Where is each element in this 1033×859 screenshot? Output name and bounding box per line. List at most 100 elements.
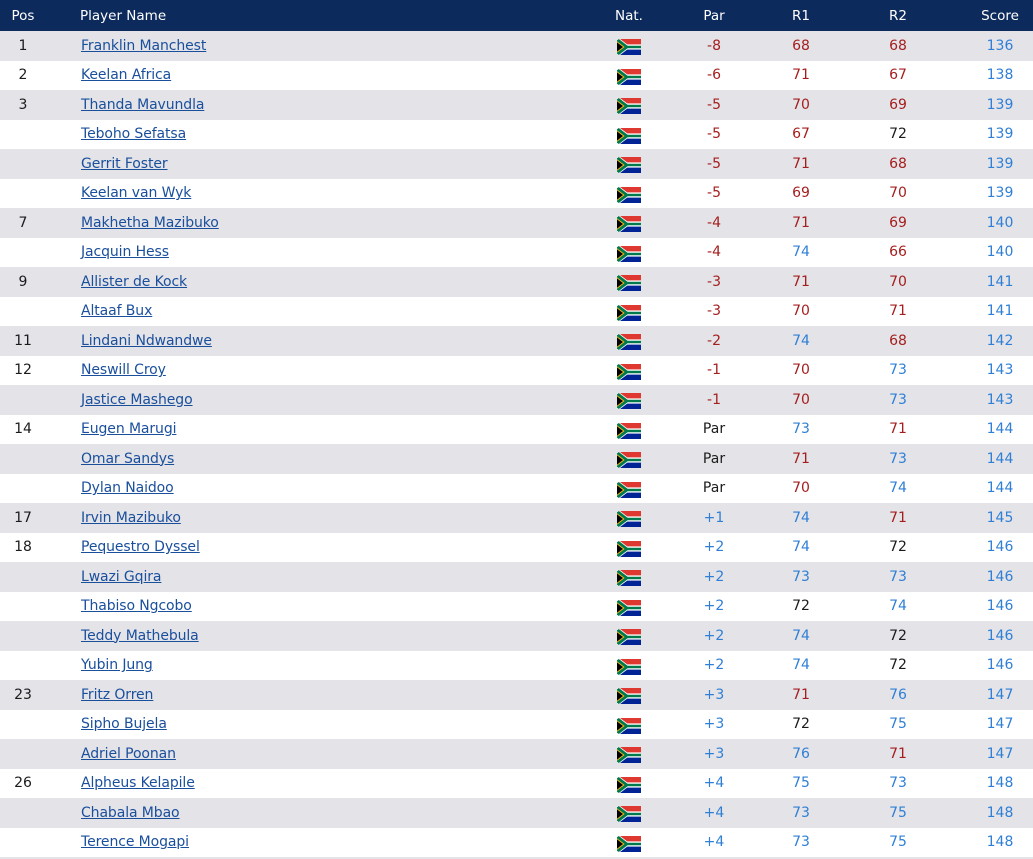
player-name-link[interactable]: Allister de Kock (81, 273, 188, 290)
round-1-cell: 71 (792, 273, 810, 290)
player-name-link[interactable]: Lwazi Gqira (81, 568, 162, 585)
position-cell: 11 (14, 332, 32, 349)
to-par-cell: -2 (707, 332, 721, 349)
player-name-link[interactable]: Thabiso Ngcobo (81, 598, 192, 615)
table-row: 26 Alpheus Kelapile +4 75 73 148 (0, 769, 1033, 799)
player-name-link[interactable]: Sipho Bujela (81, 716, 167, 733)
round-1-cell: 74 (792, 627, 810, 644)
nationality-cell (612, 503, 646, 533)
player-name-cell: Alpheus Kelapile (81, 769, 581, 799)
player-name-link[interactable]: Fritz Orren (81, 686, 154, 703)
player-name-link[interactable]: Neswill Croy (81, 362, 166, 379)
nationality-cell (612, 739, 646, 769)
round-2-cell: 71 (889, 303, 907, 320)
player-name-link[interactable]: Pequestro Dyssel (81, 539, 200, 556)
position-cell (0, 297, 46, 327)
to-par-cell: -8 (707, 37, 721, 54)
south-africa-flag-icon (617, 570, 641, 587)
position-cell (0, 621, 46, 651)
total-score-cell: 136 (986, 37, 1014, 54)
round-1-cell: 73 (792, 568, 810, 585)
player-name-link[interactable]: Alpheus Kelapile (81, 775, 195, 792)
round-1-cell: 76 (792, 745, 810, 762)
player-name-link[interactable]: Adriel Poonan (81, 745, 176, 762)
to-par-cell: +2 (703, 657, 725, 674)
to-par-cell: Par (702, 480, 726, 497)
player-name-link[interactable]: Lindani Ndwandwe (81, 332, 212, 349)
player-name-cell: Eugen Marugi (81, 415, 581, 445)
player-name-link[interactable]: Keelan Africa (81, 67, 172, 84)
south-africa-flag-icon (617, 717, 641, 734)
round-2-cell: 72 (889, 126, 907, 143)
position-cell (0, 179, 46, 209)
total-score-cell: 146 (986, 539, 1014, 556)
nationality-cell (612, 562, 646, 592)
nationality-cell (612, 297, 646, 327)
position-cell: 7 (18, 214, 28, 231)
total-score-cell: 141 (986, 303, 1014, 320)
nationality-cell (612, 710, 646, 740)
player-name-link[interactable]: Irvin Mazibuko (81, 509, 181, 526)
nationality-cell (612, 385, 646, 415)
player-name-link[interactable]: Omar Sandys (81, 450, 175, 467)
nationality-cell (612, 444, 646, 474)
player-name-link[interactable]: Teddy Mathebula (81, 627, 199, 644)
south-africa-flag-icon (617, 452, 641, 469)
total-score-cell: 143 (986, 391, 1014, 408)
round-1-cell: 70 (792, 480, 810, 497)
table-row: Lwazi Gqira +2 73 73 146 (0, 562, 1033, 592)
nationality-cell (612, 769, 646, 799)
player-name-cell: Thanda Mavundla (81, 90, 581, 120)
nationality-cell (612, 149, 646, 179)
player-name-link[interactable]: Gerrit Foster (81, 155, 168, 172)
player-name-link[interactable]: Dylan Naidoo (81, 480, 174, 497)
player-name-link[interactable]: Terence Mogapi (81, 834, 189, 851)
round-1-cell: 71 (792, 155, 810, 172)
round-2-cell: 67 (889, 67, 907, 84)
player-name-link[interactable]: Franklin Manchest (81, 37, 207, 54)
player-name-link[interactable]: Altaaf Bux (81, 303, 153, 320)
player-name-link[interactable]: Makhetha Mazibuko (81, 214, 219, 231)
player-name-link[interactable]: Yubin Jung (81, 657, 153, 674)
player-name-link[interactable]: Jastice Mashego (81, 391, 193, 408)
header-nationality: Nat. (615, 7, 643, 24)
table-row: Yubin Jung +2 74 72 146 (0, 651, 1033, 681)
position-cell (0, 828, 46, 858)
nationality-cell (612, 61, 646, 91)
table-row: 23 Fritz Orren +3 71 76 147 (0, 680, 1033, 710)
table-row: 14 Eugen Marugi Par 73 71 144 (0, 415, 1033, 445)
player-name-link[interactable]: Eugen Marugi (81, 421, 177, 438)
player-name-cell: Dylan Naidoo (81, 474, 581, 504)
round-2-cell: 73 (889, 450, 907, 467)
to-par-cell: -4 (707, 244, 721, 261)
south-africa-flag-icon (617, 658, 641, 675)
header-player-name: Player Name (80, 7, 167, 24)
player-name-link[interactable]: Thanda Mavundla (81, 96, 205, 113)
player-name-cell: Altaaf Bux (81, 297, 581, 327)
player-name-cell: Allister de Kock (81, 267, 581, 297)
player-name-link[interactable]: Teboho Sefatsa (81, 126, 187, 143)
round-1-cell: 69 (792, 185, 810, 202)
nationality-cell (612, 592, 646, 622)
south-africa-flag-icon (617, 363, 641, 380)
round-2-cell: 71 (889, 509, 907, 526)
player-name-link[interactable]: Chabala Mbao (81, 804, 180, 821)
to-par-cell: -1 (707, 362, 721, 379)
nationality-cell (612, 651, 646, 681)
table-row: 7 Makhetha Mazibuko -4 71 69 140 (0, 208, 1033, 238)
round-2-cell: 73 (889, 775, 907, 792)
player-name-cell: Adriel Poonan (81, 739, 581, 769)
total-score-cell: 147 (986, 716, 1014, 733)
total-score-cell: 139 (986, 155, 1014, 172)
player-name-cell: Jastice Mashego (81, 385, 581, 415)
player-name-link[interactable]: Keelan van Wyk (81, 185, 192, 202)
nationality-cell (612, 828, 646, 858)
total-score-cell: 141 (986, 273, 1014, 290)
total-score-cell: 144 (986, 480, 1014, 497)
total-score-cell: 148 (986, 775, 1014, 792)
player-name-link[interactable]: Jacquin Hess (81, 244, 169, 261)
to-par-cell: +4 (703, 834, 725, 851)
player-name-cell: Pequestro Dyssel (81, 533, 581, 563)
position-cell (0, 710, 46, 740)
